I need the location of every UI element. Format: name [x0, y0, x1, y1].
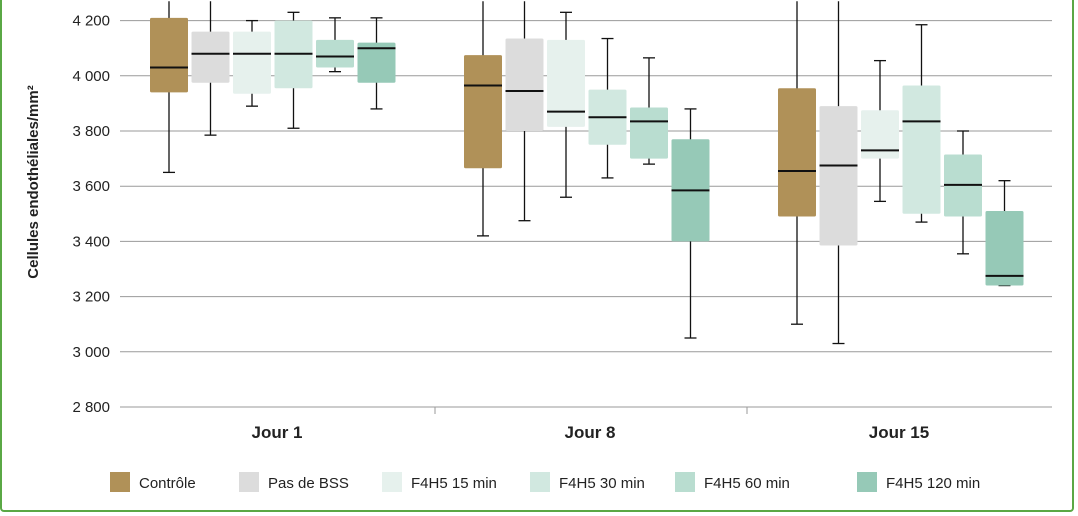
box-iqr: [357, 42, 396, 83]
legend-label: F4H5 15 min: [411, 475, 497, 492]
box-4-2: [944, 130, 982, 255]
legend-swatch: [239, 472, 259, 492]
box-5-2: [985, 180, 1024, 287]
legend-label: F4H5 60 min: [704, 475, 790, 492]
box-iqr: [547, 39, 585, 127]
legend-item: F4H5 60 min: [675, 472, 790, 492]
box-0-1: [464, 1, 502, 237]
category-label: Jour 1: [251, 423, 302, 442]
legend-swatch: [110, 472, 130, 492]
box-3-0: [274, 11, 313, 129]
y-tick-label: 3 600: [72, 178, 110, 195]
box-1-2: [819, 1, 858, 345]
box-2-1: [547, 11, 585, 198]
box-0-2: [778, 1, 816, 325]
legend-item: Pas de BSS: [239, 472, 349, 492]
box-1-1: [505, 1, 544, 222]
box-3-2: [902, 24, 941, 223]
box-2-2: [861, 59, 899, 203]
box-iqr: [191, 31, 230, 83]
box-iqr: [505, 38, 544, 131]
legend-swatch: [382, 472, 402, 492]
box-iqr: [861, 110, 899, 159]
box-iqr: [233, 31, 271, 94]
category-label: Jour 15: [869, 423, 929, 442]
legend-swatch: [857, 472, 877, 492]
box-iqr: [630, 107, 668, 159]
box-4-0: [316, 17, 354, 73]
category-label: Jour 8: [564, 423, 615, 442]
legend-swatch: [530, 472, 550, 492]
box-3-1: [588, 37, 627, 179]
box-4-1: [630, 57, 668, 165]
legend-swatch: [675, 472, 695, 492]
y-tick-label: 4 000: [72, 68, 110, 85]
box-iqr: [316, 39, 354, 68]
legend-item: F4H5 30 min: [530, 472, 645, 492]
y-tick-label: 3 000: [72, 344, 110, 361]
legend-label: Contrôle: [139, 475, 196, 492]
box-iqr: [150, 17, 188, 93]
legend-label: F4H5 120 min: [886, 475, 980, 492]
legend-label: Pas de BSS: [268, 475, 349, 492]
box-2-0: [233, 19, 271, 107]
box-iqr: [778, 88, 816, 217]
box-iqr: [985, 211, 1024, 286]
y-axis-label: Cellules endothéliales/mm²: [25, 85, 42, 278]
y-tick-label: 3 200: [72, 289, 110, 306]
box-5-1: [671, 108, 710, 339]
box-iqr: [902, 85, 941, 214]
y-tick-label: 3 400: [72, 233, 110, 250]
legend-item: F4H5 120 min: [857, 472, 980, 492]
y-tick-label: 4 200: [72, 13, 110, 30]
y-tick-label: 2 800: [72, 399, 110, 416]
legend-item: F4H5 15 min: [382, 472, 497, 492]
box-iqr: [464, 55, 502, 169]
legend-item: Contrôle: [110, 472, 196, 492]
box-1-0: [191, 1, 230, 136]
y-tick-label: 3 800: [72, 123, 110, 140]
box-5-0: [357, 17, 396, 110]
box-0-0: [150, 1, 188, 174]
legend-label: F4H5 30 min: [559, 475, 645, 492]
box-iqr: [819, 106, 858, 246]
